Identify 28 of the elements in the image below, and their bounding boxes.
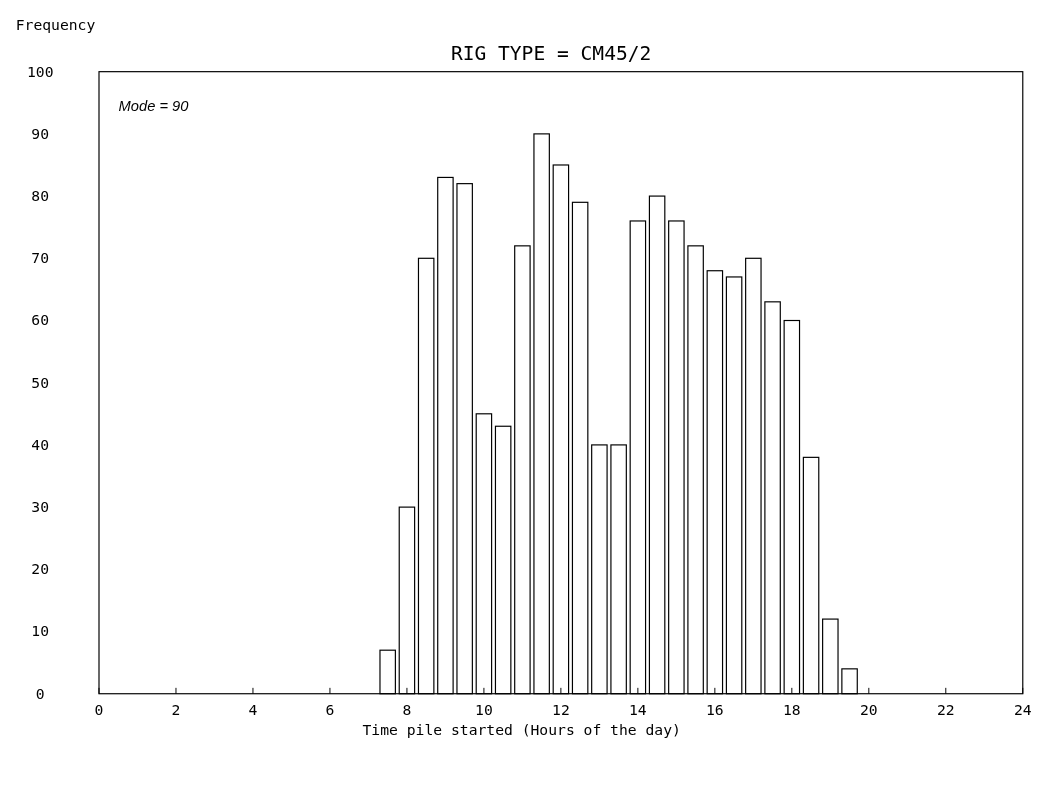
x-tick-label: 8 (402, 701, 412, 719)
x-tick-label: 12 (552, 701, 570, 719)
x-tick-label: 24 (1013, 701, 1032, 719)
y-tick-label: 70 (31, 249, 50, 267)
x-tick-label: 4 (248, 701, 258, 719)
x-tick-label: 18 (782, 701, 801, 719)
y-tick-label: 40 (31, 435, 50, 453)
y-tick-label: 20 (31, 560, 50, 578)
y-tick-label: 0 (35, 684, 45, 702)
y-tick-label: 10 (31, 622, 50, 640)
y-tick-label: 100 (26, 62, 54, 80)
x-tick-label: 6 (325, 701, 335, 719)
x-tick-label: 0 (94, 701, 104, 719)
chart-title: RIG TYPE = CM45/2 (450, 41, 652, 65)
x-tick-label: 10 (475, 701, 493, 719)
x-tick-label: 16 (706, 701, 724, 719)
y-axis-title: Frequency (15, 15, 96, 33)
y-tick-label: 60 (31, 311, 50, 329)
y-tick-label: 80 (31, 186, 50, 204)
x-axis-title: Time pile started (Hours of the day) (362, 720, 681, 738)
x-tick-label: 20 (859, 701, 878, 719)
x-tick-label: 2 (171, 701, 181, 719)
y-tick-label: 30 (31, 498, 50, 516)
x-tick-label: 22 (936, 701, 955, 719)
x-tick-label: 14 (629, 701, 647, 719)
y-tick-label: 90 (31, 124, 50, 142)
y-tick-label: 50 (31, 373, 50, 391)
annotation: Mode = 90 (118, 97, 190, 114)
